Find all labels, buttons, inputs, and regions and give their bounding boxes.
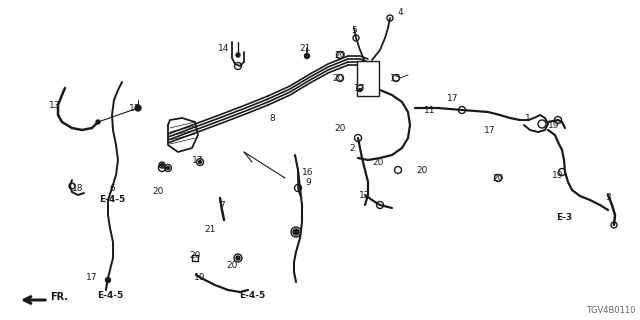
Bar — [357, 60, 379, 95]
Text: E-4-5: E-4-5 — [97, 291, 123, 300]
Circle shape — [305, 53, 310, 59]
Text: 21: 21 — [300, 44, 310, 52]
Text: 12: 12 — [359, 190, 371, 199]
Text: 15: 15 — [390, 74, 402, 83]
Text: 19: 19 — [552, 171, 564, 180]
Text: E-4-5: E-4-5 — [239, 291, 265, 300]
Text: TGV4B0110: TGV4B0110 — [586, 306, 635, 315]
Text: 17: 17 — [129, 103, 141, 113]
Text: 18: 18 — [72, 183, 84, 193]
Text: 17: 17 — [447, 93, 459, 102]
Text: 14: 14 — [218, 44, 230, 52]
Text: 10: 10 — [195, 274, 205, 283]
Text: 8: 8 — [269, 114, 275, 123]
Text: 17: 17 — [484, 125, 496, 134]
Bar — [192, 255, 198, 261]
Text: 1: 1 — [525, 114, 531, 123]
Text: 5: 5 — [351, 26, 357, 35]
Text: E-3: E-3 — [556, 213, 572, 222]
Circle shape — [161, 164, 163, 166]
Circle shape — [293, 229, 299, 235]
Text: 2: 2 — [349, 143, 355, 153]
Text: 20: 20 — [189, 251, 201, 260]
Text: 13: 13 — [49, 100, 61, 109]
Circle shape — [236, 53, 240, 57]
Circle shape — [106, 277, 111, 283]
Circle shape — [96, 120, 100, 124]
Text: 17: 17 — [86, 274, 98, 283]
Text: 20: 20 — [332, 74, 344, 83]
Text: 6: 6 — [109, 183, 115, 193]
Text: 11: 11 — [424, 106, 436, 115]
Text: 20: 20 — [227, 260, 237, 269]
Text: 9: 9 — [305, 178, 311, 187]
Text: 20: 20 — [334, 51, 346, 60]
Text: 20: 20 — [416, 165, 428, 174]
Text: 16: 16 — [302, 167, 314, 177]
Text: FR.: FR. — [50, 292, 68, 302]
Text: 20: 20 — [152, 188, 164, 196]
Text: E-4-5: E-4-5 — [99, 196, 125, 204]
Text: 17: 17 — [192, 156, 204, 164]
Text: 21: 21 — [204, 226, 216, 235]
Text: 20: 20 — [372, 157, 384, 166]
Text: 20: 20 — [492, 173, 504, 182]
Text: 4: 4 — [397, 7, 403, 17]
Circle shape — [358, 89, 362, 92]
Text: 7: 7 — [219, 202, 225, 211]
Text: 17: 17 — [355, 84, 365, 92]
Circle shape — [166, 166, 170, 170]
Text: 3: 3 — [605, 194, 611, 203]
Circle shape — [236, 256, 240, 260]
Text: 19: 19 — [548, 121, 560, 130]
Text: 20: 20 — [334, 124, 346, 132]
Circle shape — [136, 106, 140, 110]
Circle shape — [198, 161, 202, 164]
